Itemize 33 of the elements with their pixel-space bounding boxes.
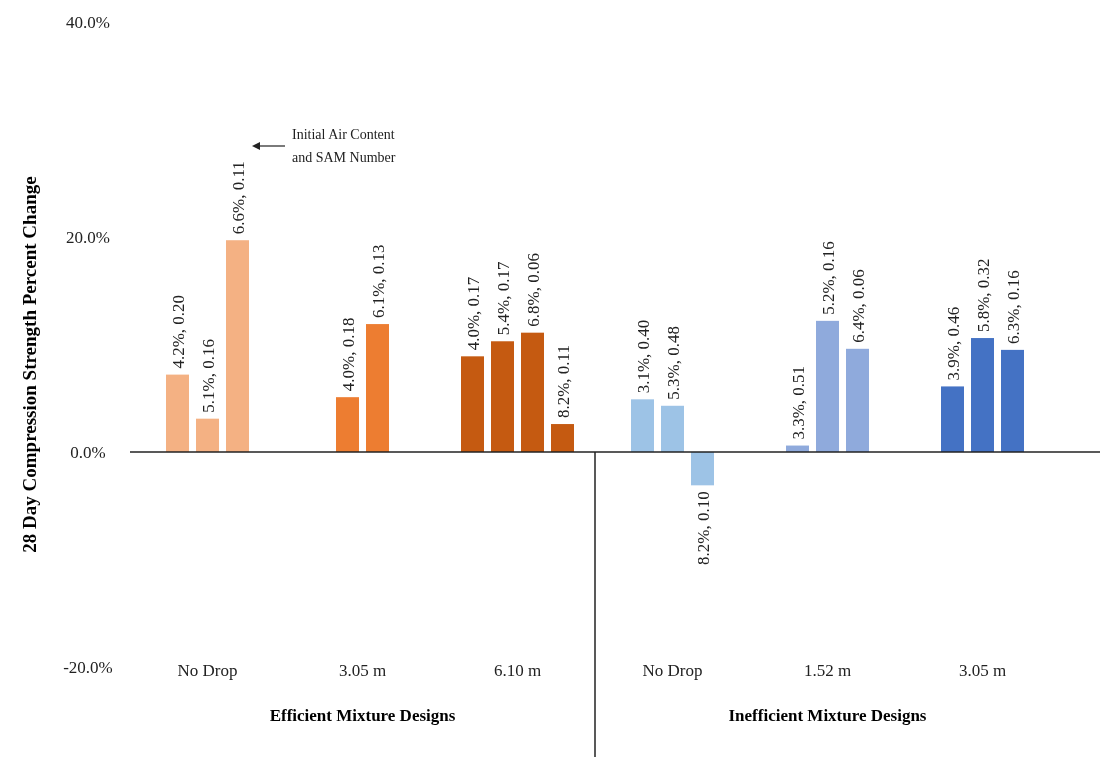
x-tick-label: No Drop xyxy=(642,661,703,680)
y-axis-title: 28 Day Compression Strength Percent Change xyxy=(19,176,40,553)
annotation: 8.2%, 0.10 xyxy=(693,491,713,565)
y-tick-label: 40.0% xyxy=(66,12,110,32)
annotation: 6.8%, 0.06 xyxy=(523,253,543,327)
annotation: 3.1%, 0.40 xyxy=(633,319,653,394)
x-tick-label: 3.05 m xyxy=(338,661,387,680)
annotation: 5.2%, 0.16 xyxy=(818,241,838,315)
annotation: 8.2%, 0.11 xyxy=(553,345,573,419)
annotation: Initial Air Content and SAM Number xyxy=(292,127,396,165)
text: Inefficient Mixture Designs xyxy=(728,706,927,725)
annotation: 4.0%, 0.18 xyxy=(338,317,358,392)
x-tick-label: 6.10 m xyxy=(493,661,542,680)
x-tick-label: 3.05 m xyxy=(958,661,1007,680)
annotation: 6.4%, 0.06 xyxy=(848,269,868,343)
bar xyxy=(551,424,574,452)
annotation: 5.4%, 0.17 xyxy=(493,261,513,336)
annotation: 5.3%, 0.48 xyxy=(663,326,683,400)
annotation: 6.1%, 0.13 xyxy=(368,244,388,319)
x-tick-label: 1.52 m xyxy=(803,661,852,680)
annotation: 5.8%, 0.32 xyxy=(973,258,993,333)
text: Efficient Mixture Designs xyxy=(269,706,456,725)
x-tick-label: No Drop xyxy=(177,661,238,680)
annotation: 6.6%, 0.11 xyxy=(228,161,248,235)
y-tick-label: 0.0% xyxy=(70,442,106,462)
annotation: 3.9%, 0.46 xyxy=(943,306,963,381)
annotation: 4.0%, 0.17 xyxy=(463,276,483,351)
annotation: 3.3%, 0.51 xyxy=(788,365,808,440)
annotation: 5.1%, 0.16 xyxy=(198,339,218,413)
annotation: 6.3%, 0.16 xyxy=(1003,270,1023,344)
y-tick-label: -20.0% xyxy=(63,657,113,677)
y-tick-label: 20.0% xyxy=(66,227,110,247)
annotation: 4.2%, 0.20 xyxy=(168,294,188,369)
